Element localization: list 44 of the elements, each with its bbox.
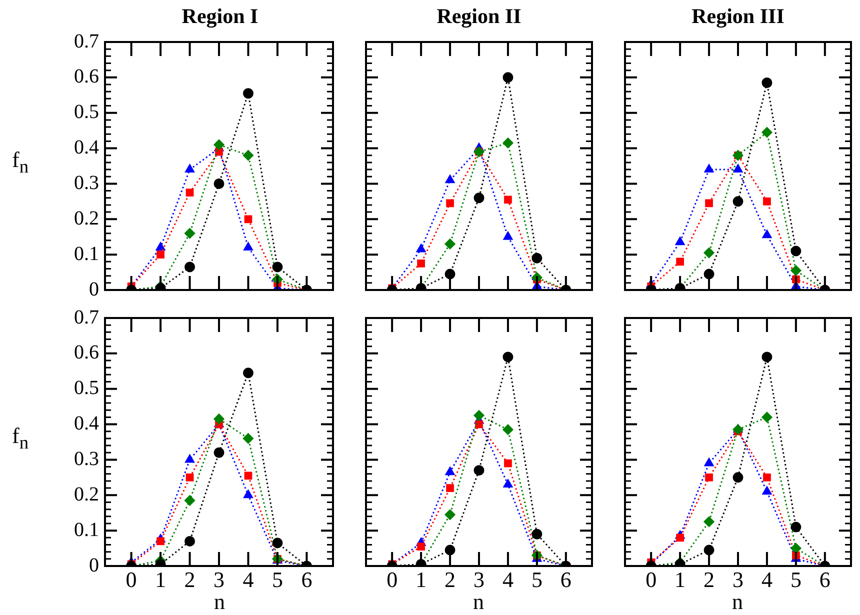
x-tick-label: 5 [790,566,802,592]
y-tick-label: 0.1 [74,242,99,265]
x-tick-label: 1 [155,566,166,592]
chart-title: Region III [690,4,786,29]
x-tick-label: 1 [416,566,427,592]
y-tick-label: 0.4 [74,136,99,159]
x-tick-label: 4 [761,566,772,592]
y-tick-label: 0.5 [74,377,99,400]
x-tick-label: 4 [502,566,514,592]
x-axis-title: n [214,589,225,614]
y-tick-label: 0.6 [74,66,99,88]
x-tick-label: 2 [444,566,456,592]
y-tick-label: 0.5 [74,101,99,124]
x-axis-title: n [732,589,743,614]
y-tick-label: 0.1 [74,518,99,541]
x-tick-label: 2 [184,566,196,592]
x-tick-label: 0 [386,566,398,592]
y-tick-label: 0.3 [74,448,99,470]
x-tick-label: 3 [732,566,744,592]
x-tick-label: 0 [646,566,657,592]
y-axis-title: f$_{n}$ [12,423,28,454]
y-tick-label: 0.3 [74,172,99,194]
chart-title: Region I [180,4,260,29]
x-tick-label: 6 [301,566,312,592]
y-axis-title: f$_{n}$ [12,147,28,178]
x-tick-label: 1 [674,566,686,592]
x-tick-label: 4 [242,566,254,592]
chart-title: Region II [436,4,522,29]
y-tick-label: 0.7 [74,306,99,328]
y-tick-label: 0 [89,278,99,300]
x-tick-label: 5 [531,566,542,592]
y-tick-label: 0.6 [74,342,99,364]
x-tick-label: 5 [272,566,283,592]
x-tick-label: 3 [474,566,484,592]
x-tick-label: 6 [560,566,572,592]
y-tick-label: 0.7 [74,30,99,52]
x-tick-label: 6 [819,566,830,592]
x-axis-title: n [473,589,484,614]
x-tick-label: 0 [126,566,137,592]
y-tick-label: 0.4 [74,412,99,435]
y-tick-label: 0.2 [74,207,99,230]
y-tick-label: 0.2 [74,483,99,506]
x-tick-label: 2 [704,566,715,592]
x-tick-label: 3 [214,566,224,592]
